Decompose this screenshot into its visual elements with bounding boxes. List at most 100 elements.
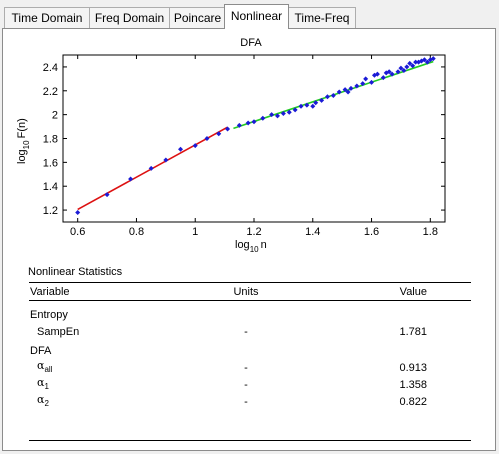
x-label-main: log	[235, 239, 250, 251]
y-label-sub: 10	[22, 140, 31, 149]
stats-top-rule	[29, 282, 471, 283]
alpha-all-sub: all	[44, 365, 53, 375]
x-label-sub: 10	[250, 245, 259, 254]
data-point	[310, 103, 316, 109]
data-point	[389, 71, 395, 77]
data-point	[424, 59, 430, 65]
data-point	[395, 69, 401, 75]
alpha-1-units: -	[244, 379, 248, 391]
data-point	[292, 107, 298, 113]
alpha-2-label: α2	[37, 393, 49, 408]
sampen-value: 1.781	[399, 326, 427, 338]
x-tick-label: 0.6	[70, 226, 85, 238]
x-label-tail: n	[261, 239, 267, 251]
x-axis-label: log10 n	[235, 239, 267, 254]
alpha-2-sub: 2	[44, 399, 49, 409]
dfa-group-label: DFA	[30, 345, 52, 357]
y-tick-label: 2	[52, 110, 58, 122]
entropy-group-label: Entropy	[30, 309, 68, 321]
alpha-1-label: α1	[37, 376, 49, 391]
tab-nonlinear[interactable]: Nonlinear	[224, 4, 289, 29]
tab-freq-domain[interactable]: Freq Domain	[89, 7, 170, 28]
y-tick-label: 1.8	[43, 134, 58, 146]
alpha-all-label: αall	[37, 359, 52, 374]
data-point	[401, 68, 407, 74]
x-tick-label: 1.8	[423, 226, 438, 238]
data-point	[216, 131, 222, 137]
header-variable: Variable	[30, 286, 70, 298]
data-point	[275, 113, 281, 119]
y-tick-label: 2.4	[43, 62, 58, 74]
data-point	[342, 87, 348, 93]
tab-time-domain[interactable]: Time Domain	[4, 7, 90, 28]
data-point	[413, 59, 419, 65]
x-tick-label: 1	[192, 226, 198, 238]
alpha-1-value: 1.358	[399, 379, 427, 391]
y-tick-label: 2.2	[43, 86, 58, 98]
alpha-1-sub: 1	[44, 382, 49, 392]
data-point	[178, 146, 184, 152]
data-point	[225, 126, 231, 132]
data-point	[304, 102, 310, 108]
data-point	[104, 192, 110, 198]
data-point	[410, 63, 416, 69]
alpha-all-symbol: α	[37, 359, 45, 372]
x-tick-label: 1.2	[246, 226, 261, 238]
stats-header-rule	[29, 300, 471, 301]
data-point	[163, 157, 169, 163]
data-point	[336, 89, 342, 95]
sampen-units: -	[244, 326, 248, 338]
data-point	[363, 76, 369, 82]
header-value: Value	[399, 286, 427, 298]
stats-title: Nonlinear Statistics	[28, 266, 123, 278]
y-tick-label: 1.4	[43, 181, 58, 193]
tab-poincare[interactable]: Poincare	[169, 7, 226, 28]
y-label-tail: F(n)	[16, 118, 28, 138]
y-tick-label: 1.6	[43, 157, 58, 169]
data-point	[245, 120, 251, 126]
data-point	[298, 103, 304, 109]
alpha-1-symbol: α	[37, 376, 45, 389]
data-point	[354, 83, 360, 89]
data-point	[404, 64, 410, 70]
alpha-2-value: 0.822	[399, 396, 427, 408]
x-tick-label: 1.4	[305, 226, 320, 238]
y-tick-label: 1.2	[43, 205, 58, 217]
data-point	[398, 65, 404, 71]
x-tick-label: 0.8	[129, 226, 144, 238]
data-point	[260, 115, 266, 121]
data-point	[251, 119, 257, 125]
stats-bottom-rule	[29, 440, 471, 441]
data-point	[380, 75, 386, 81]
alpha-all-units: -	[244, 362, 248, 374]
data-point	[369, 79, 375, 85]
data-point	[313, 100, 319, 106]
alpha-all-value: 0.913	[399, 362, 427, 374]
data-point	[192, 143, 198, 149]
data-point	[75, 209, 81, 215]
data-point	[360, 81, 366, 87]
data-point	[430, 56, 436, 62]
header-units: Units	[233, 286, 259, 298]
tab-time-freq[interactable]: Time-Freq	[288, 7, 356, 28]
data-point	[319, 97, 325, 103]
data-point	[128, 176, 134, 182]
data-point	[269, 112, 275, 118]
alpha-2-units: -	[244, 396, 248, 408]
data-point	[386, 69, 392, 75]
data-points	[75, 56, 436, 215]
data-point	[374, 71, 380, 77]
data-point	[421, 57, 427, 63]
data-point	[348, 85, 354, 91]
data-point	[236, 122, 242, 128]
data-point	[280, 110, 286, 116]
data-point	[286, 109, 292, 115]
data-point	[204, 136, 210, 141]
data-point	[324, 94, 330, 100]
y-label-main: log	[16, 149, 28, 164]
axis-ticks: 0.6 0.8 1 1.2 1.4 1.6 1.8 1.2 1.4 1.6 1.8 2 2.2 2.4	[43, 55, 445, 238]
data-point	[345, 89, 351, 95]
data-point	[330, 93, 336, 99]
